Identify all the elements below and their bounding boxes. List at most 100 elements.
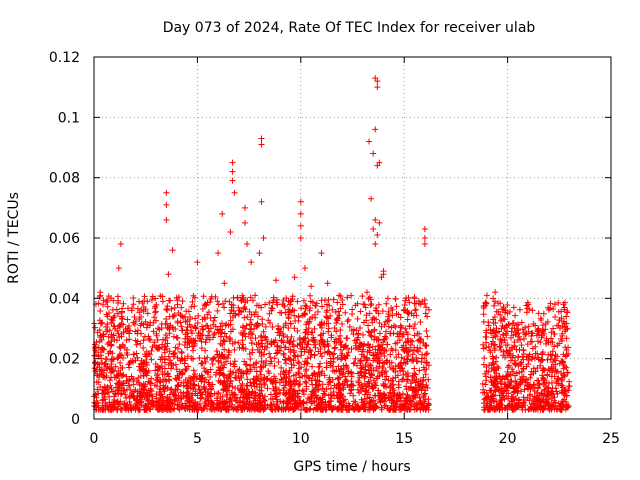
data-point <box>132 405 139 412</box>
data-point <box>385 313 392 320</box>
data-point <box>143 324 150 331</box>
data-point <box>297 235 304 241</box>
data-point <box>226 372 233 379</box>
data-point <box>231 189 238 196</box>
data-point <box>92 324 99 331</box>
data-point <box>392 347 399 354</box>
data-point <box>266 370 273 377</box>
data-point <box>533 404 540 411</box>
data-point <box>421 241 428 248</box>
data-point <box>425 362 432 369</box>
data-point <box>510 384 517 391</box>
data-point <box>125 305 132 312</box>
data-point <box>229 159 236 166</box>
data-point <box>545 306 552 313</box>
data-point <box>271 363 278 370</box>
data-point <box>500 331 507 338</box>
data-point <box>323 386 330 393</box>
data-point <box>534 350 541 357</box>
data-point <box>498 339 505 346</box>
data-point <box>278 376 285 383</box>
data-point <box>499 394 506 401</box>
data-point <box>518 319 525 326</box>
data-point <box>262 301 269 308</box>
data-point <box>554 342 561 349</box>
data-point <box>159 298 166 305</box>
data-point <box>260 397 267 404</box>
data-point <box>401 307 408 314</box>
data-point <box>228 389 235 396</box>
data-point <box>316 378 323 385</box>
data-point <box>119 315 126 322</box>
data-point <box>170 333 177 340</box>
data-point <box>248 259 255 266</box>
data-point <box>348 292 355 299</box>
data-point <box>165 396 172 403</box>
data-point <box>256 344 263 351</box>
data-point <box>344 335 351 342</box>
data-point <box>422 371 429 378</box>
data-point <box>492 332 499 339</box>
data-point <box>210 321 217 328</box>
data-point <box>160 336 167 343</box>
data-point <box>198 394 205 401</box>
data-point <box>371 316 378 323</box>
data-point <box>272 375 279 382</box>
data-point <box>208 293 215 300</box>
data-point <box>140 337 147 344</box>
data-point <box>503 392 510 399</box>
data-point <box>525 323 532 330</box>
data-point <box>226 349 233 356</box>
data-point <box>232 385 239 392</box>
data-point <box>283 295 290 302</box>
data-point <box>550 305 557 312</box>
data-point <box>363 289 370 296</box>
data-point <box>551 355 558 362</box>
data-point <box>358 365 365 372</box>
data-point <box>180 390 187 397</box>
data-point <box>208 383 215 390</box>
data-point <box>149 343 156 350</box>
data-point <box>296 335 303 342</box>
data-point <box>415 401 422 408</box>
data-point <box>492 289 499 296</box>
data-point <box>372 75 379 82</box>
data-point <box>390 367 397 374</box>
data-point <box>165 361 172 368</box>
data-point <box>256 250 263 257</box>
data-point <box>152 309 159 316</box>
data-point <box>388 345 395 352</box>
data-point <box>490 328 497 335</box>
data-point <box>134 330 141 337</box>
data-point <box>257 363 264 370</box>
data-point <box>164 303 171 310</box>
data-point <box>552 385 559 392</box>
data-point <box>221 280 228 287</box>
data-point <box>299 387 306 394</box>
data-point <box>512 402 519 409</box>
data-point <box>221 304 228 311</box>
data-point <box>527 338 534 345</box>
data-point <box>338 365 345 372</box>
y-tick-label: 0.02 <box>49 352 80 368</box>
data-point <box>242 346 249 353</box>
data-point <box>412 387 419 394</box>
y-axis-label: ROTI / TECUs <box>6 192 22 284</box>
data-point <box>223 374 230 381</box>
data-point <box>400 376 407 383</box>
data-point <box>148 347 155 354</box>
data-point <box>370 150 377 157</box>
data-point <box>163 306 170 313</box>
data-point <box>251 311 258 318</box>
data-point <box>319 381 326 388</box>
data-point <box>368 333 375 340</box>
data-point <box>243 383 250 390</box>
data-point <box>204 369 211 376</box>
data-point <box>302 406 309 413</box>
data-point <box>420 393 427 400</box>
data-point <box>501 336 508 343</box>
data-point <box>551 301 558 308</box>
data-point <box>544 372 551 379</box>
data-point <box>261 401 268 408</box>
data-point <box>308 329 315 336</box>
